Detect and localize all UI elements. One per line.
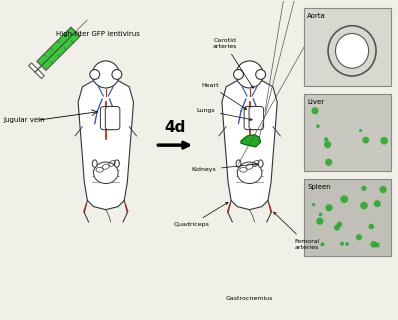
Circle shape — [234, 69, 244, 79]
Text: 4d: 4d — [164, 120, 186, 135]
Text: Jugular vein: Jugular vein — [4, 117, 45, 123]
Circle shape — [324, 141, 331, 148]
FancyBboxPatch shape — [249, 107, 263, 130]
Circle shape — [316, 124, 320, 128]
Text: Femoral
arteries: Femoral arteries — [273, 212, 320, 250]
Ellipse shape — [237, 162, 262, 184]
Text: Quadriceps: Quadriceps — [174, 202, 228, 227]
Circle shape — [256, 69, 265, 79]
Circle shape — [325, 159, 332, 166]
Circle shape — [380, 137, 388, 145]
Circle shape — [375, 242, 380, 248]
Polygon shape — [222, 81, 277, 210]
Circle shape — [326, 204, 333, 211]
Text: Kidneys: Kidneys — [191, 163, 257, 172]
Circle shape — [320, 243, 324, 246]
FancyBboxPatch shape — [304, 93, 391, 171]
Circle shape — [311, 107, 318, 114]
Circle shape — [356, 234, 362, 240]
Circle shape — [236, 61, 263, 88]
Ellipse shape — [92, 160, 97, 167]
FancyBboxPatch shape — [105, 107, 120, 130]
Circle shape — [359, 129, 362, 132]
Circle shape — [112, 69, 122, 79]
FancyBboxPatch shape — [304, 179, 391, 256]
Polygon shape — [37, 27, 80, 70]
Text: Spleen: Spleen — [307, 184, 331, 190]
Ellipse shape — [114, 160, 119, 167]
Ellipse shape — [336, 34, 369, 68]
Circle shape — [345, 242, 349, 246]
Ellipse shape — [258, 160, 263, 167]
Circle shape — [324, 137, 328, 142]
FancyBboxPatch shape — [244, 107, 259, 130]
Text: Liver: Liver — [307, 99, 324, 105]
Circle shape — [319, 212, 322, 216]
Circle shape — [369, 224, 374, 229]
Circle shape — [90, 69, 100, 79]
Circle shape — [312, 203, 315, 206]
Ellipse shape — [245, 107, 254, 116]
Ellipse shape — [101, 107, 110, 116]
Text: Heart: Heart — [201, 83, 247, 109]
FancyBboxPatch shape — [100, 107, 115, 130]
Ellipse shape — [94, 162, 118, 184]
Polygon shape — [78, 81, 133, 210]
Polygon shape — [241, 135, 261, 147]
Text: Carotid
arteries: Carotid arteries — [213, 38, 253, 88]
Text: Aorta: Aorta — [307, 13, 326, 19]
Circle shape — [334, 225, 340, 231]
Circle shape — [362, 137, 369, 144]
Text: Lungs: Lungs — [196, 108, 252, 121]
Circle shape — [337, 222, 342, 227]
Circle shape — [360, 202, 368, 209]
Circle shape — [374, 200, 381, 207]
Text: High-titer GFP lentivirus: High-titer GFP lentivirus — [56, 31, 140, 37]
Circle shape — [379, 186, 387, 193]
Circle shape — [92, 61, 119, 88]
Ellipse shape — [236, 160, 241, 167]
Text: Gastrocnemius: Gastrocnemius — [226, 296, 273, 301]
Circle shape — [361, 186, 367, 191]
Polygon shape — [29, 63, 44, 78]
Circle shape — [340, 242, 344, 246]
Circle shape — [316, 218, 324, 225]
Circle shape — [340, 195, 348, 203]
FancyBboxPatch shape — [304, 8, 391, 86]
Circle shape — [370, 241, 377, 248]
